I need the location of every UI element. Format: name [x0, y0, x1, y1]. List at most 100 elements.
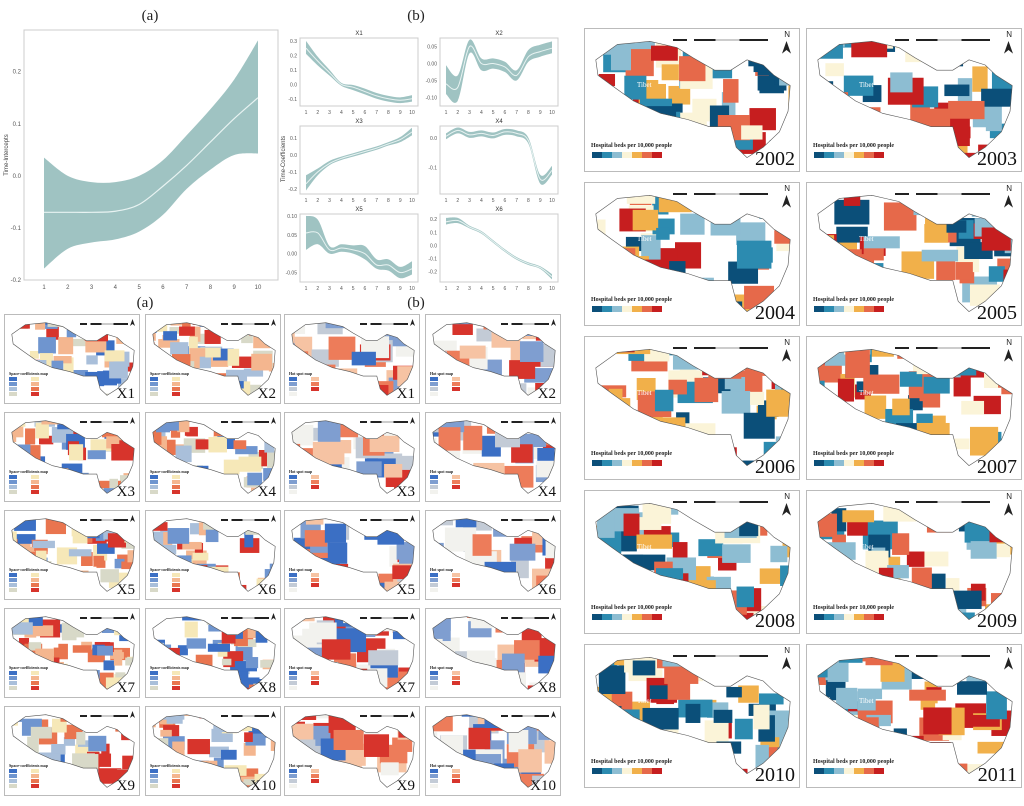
region-patch: [628, 263, 648, 290]
region-patch: [768, 657, 782, 665]
region-patch: [617, 29, 648, 39]
legend-swatch: [452, 485, 460, 489]
region-patch: [152, 518, 161, 523]
region-patch: [210, 581, 226, 592]
scale-bar: [501, 519, 549, 521]
region-outline: [11, 518, 135, 592]
region-patch: [291, 443, 301, 460]
region-patch: [817, 102, 841, 118]
region-patch: [622, 263, 646, 279]
region-patch: [432, 322, 441, 323]
region-patch: [35, 322, 46, 330]
legend-swatch: [9, 686, 17, 690]
legend-swatch: [172, 779, 180, 783]
scale-bar: [895, 655, 990, 657]
region-patch: [716, 741, 742, 754]
region-patch: [101, 743, 110, 761]
region-patch: [884, 657, 915, 660]
legend-swatch: [452, 480, 460, 484]
region-outline: [11, 616, 135, 690]
region-patch: [192, 322, 208, 325]
hot-spot-map: Hot spot map X5: [284, 510, 420, 600]
region-patch: [598, 665, 626, 695]
north-arrow-shape: [551, 417, 556, 424]
legend-swatch: [9, 490, 17, 494]
x-tick-label: 9: [399, 286, 402, 290]
region-patch: [11, 622, 33, 635]
region-patch: [220, 707, 232, 713]
region-patch: [87, 450, 106, 460]
region-patch: [238, 774, 258, 782]
north-arrow-icon: [130, 417, 135, 424]
region-patch: [432, 649, 435, 665]
region-patch: [736, 586, 754, 608]
region-patch: [442, 315, 468, 320]
map-label: X5: [116, 582, 135, 598]
region-patch: [76, 732, 86, 745]
region-patch: [12, 707, 32, 710]
plot-frame: [439, 125, 559, 195]
region-patch: [981, 88, 1013, 107]
region-patch: [649, 685, 671, 700]
confidence-band: [446, 127, 552, 185]
legend-swatch: [9, 784, 17, 788]
region-patch: [63, 357, 74, 375]
legend-swatch: [172, 681, 180, 685]
region-patch: [709, 301, 743, 312]
region-patch: [739, 521, 759, 537]
region-patch: [25, 413, 36, 419]
region-patch: [224, 474, 237, 491]
region-patch: [699, 619, 716, 620]
region-patch: [674, 604, 704, 616]
place-label-tibet: Tibet: [637, 81, 652, 89]
region-patch: [81, 552, 93, 566]
region-patch: [863, 467, 878, 480]
region-patch: [73, 413, 87, 420]
region-outline: [432, 616, 556, 690]
legend-swatch: [854, 614, 864, 620]
north-arrow-icon: [130, 515, 135, 522]
region-patch: [595, 219, 606, 236]
region-patch: [623, 513, 640, 536]
region-patch: [843, 75, 874, 96]
y-tick-label: 0.05: [427, 45, 437, 51]
region-patch: [221, 658, 232, 666]
space-coefficient-map: Space-coefficients map X5: [4, 510, 140, 600]
legend-swatch: [289, 382, 297, 386]
region-patch: [595, 265, 598, 287]
region-patch: [484, 714, 509, 719]
region-patch: [170, 429, 181, 438]
region-patch: [202, 480, 218, 492]
region-patch: [545, 534, 556, 559]
legend-swatch: [289, 784, 297, 788]
region-patch: [468, 727, 491, 750]
region-patch: [824, 260, 850, 289]
legend-swatch: [430, 573, 438, 577]
region-patch: [817, 300, 830, 312]
region-patch: [824, 732, 842, 754]
region-patch: [291, 723, 314, 742]
region-patch: [712, 615, 738, 620]
north-arrow-icon: [782, 349, 791, 362]
region-outline: [595, 503, 791, 620]
region-patch: [824, 349, 849, 366]
legend-swatch: [172, 490, 180, 494]
region-patch: [89, 783, 102, 788]
region-patch: [624, 75, 647, 100]
legend-swatch: [172, 475, 180, 479]
region-patch: [706, 610, 731, 620]
region-patch: [383, 322, 409, 329]
north-arrow-shape: [782, 41, 791, 54]
north-arrow-shape: [410, 711, 415, 718]
region-patch: [326, 484, 353, 494]
region-patch: [57, 577, 74, 588]
region-patch: [68, 549, 92, 557]
year-label: 2007: [977, 456, 1017, 478]
region-patch: [817, 349, 844, 354]
legend-swatch: [864, 306, 874, 312]
region-patch: [715, 349, 732, 359]
region-patch: [736, 240, 772, 269]
legend-swatch: [9, 774, 17, 778]
region-patch: [198, 684, 214, 690]
region-patch: [131, 763, 135, 772]
